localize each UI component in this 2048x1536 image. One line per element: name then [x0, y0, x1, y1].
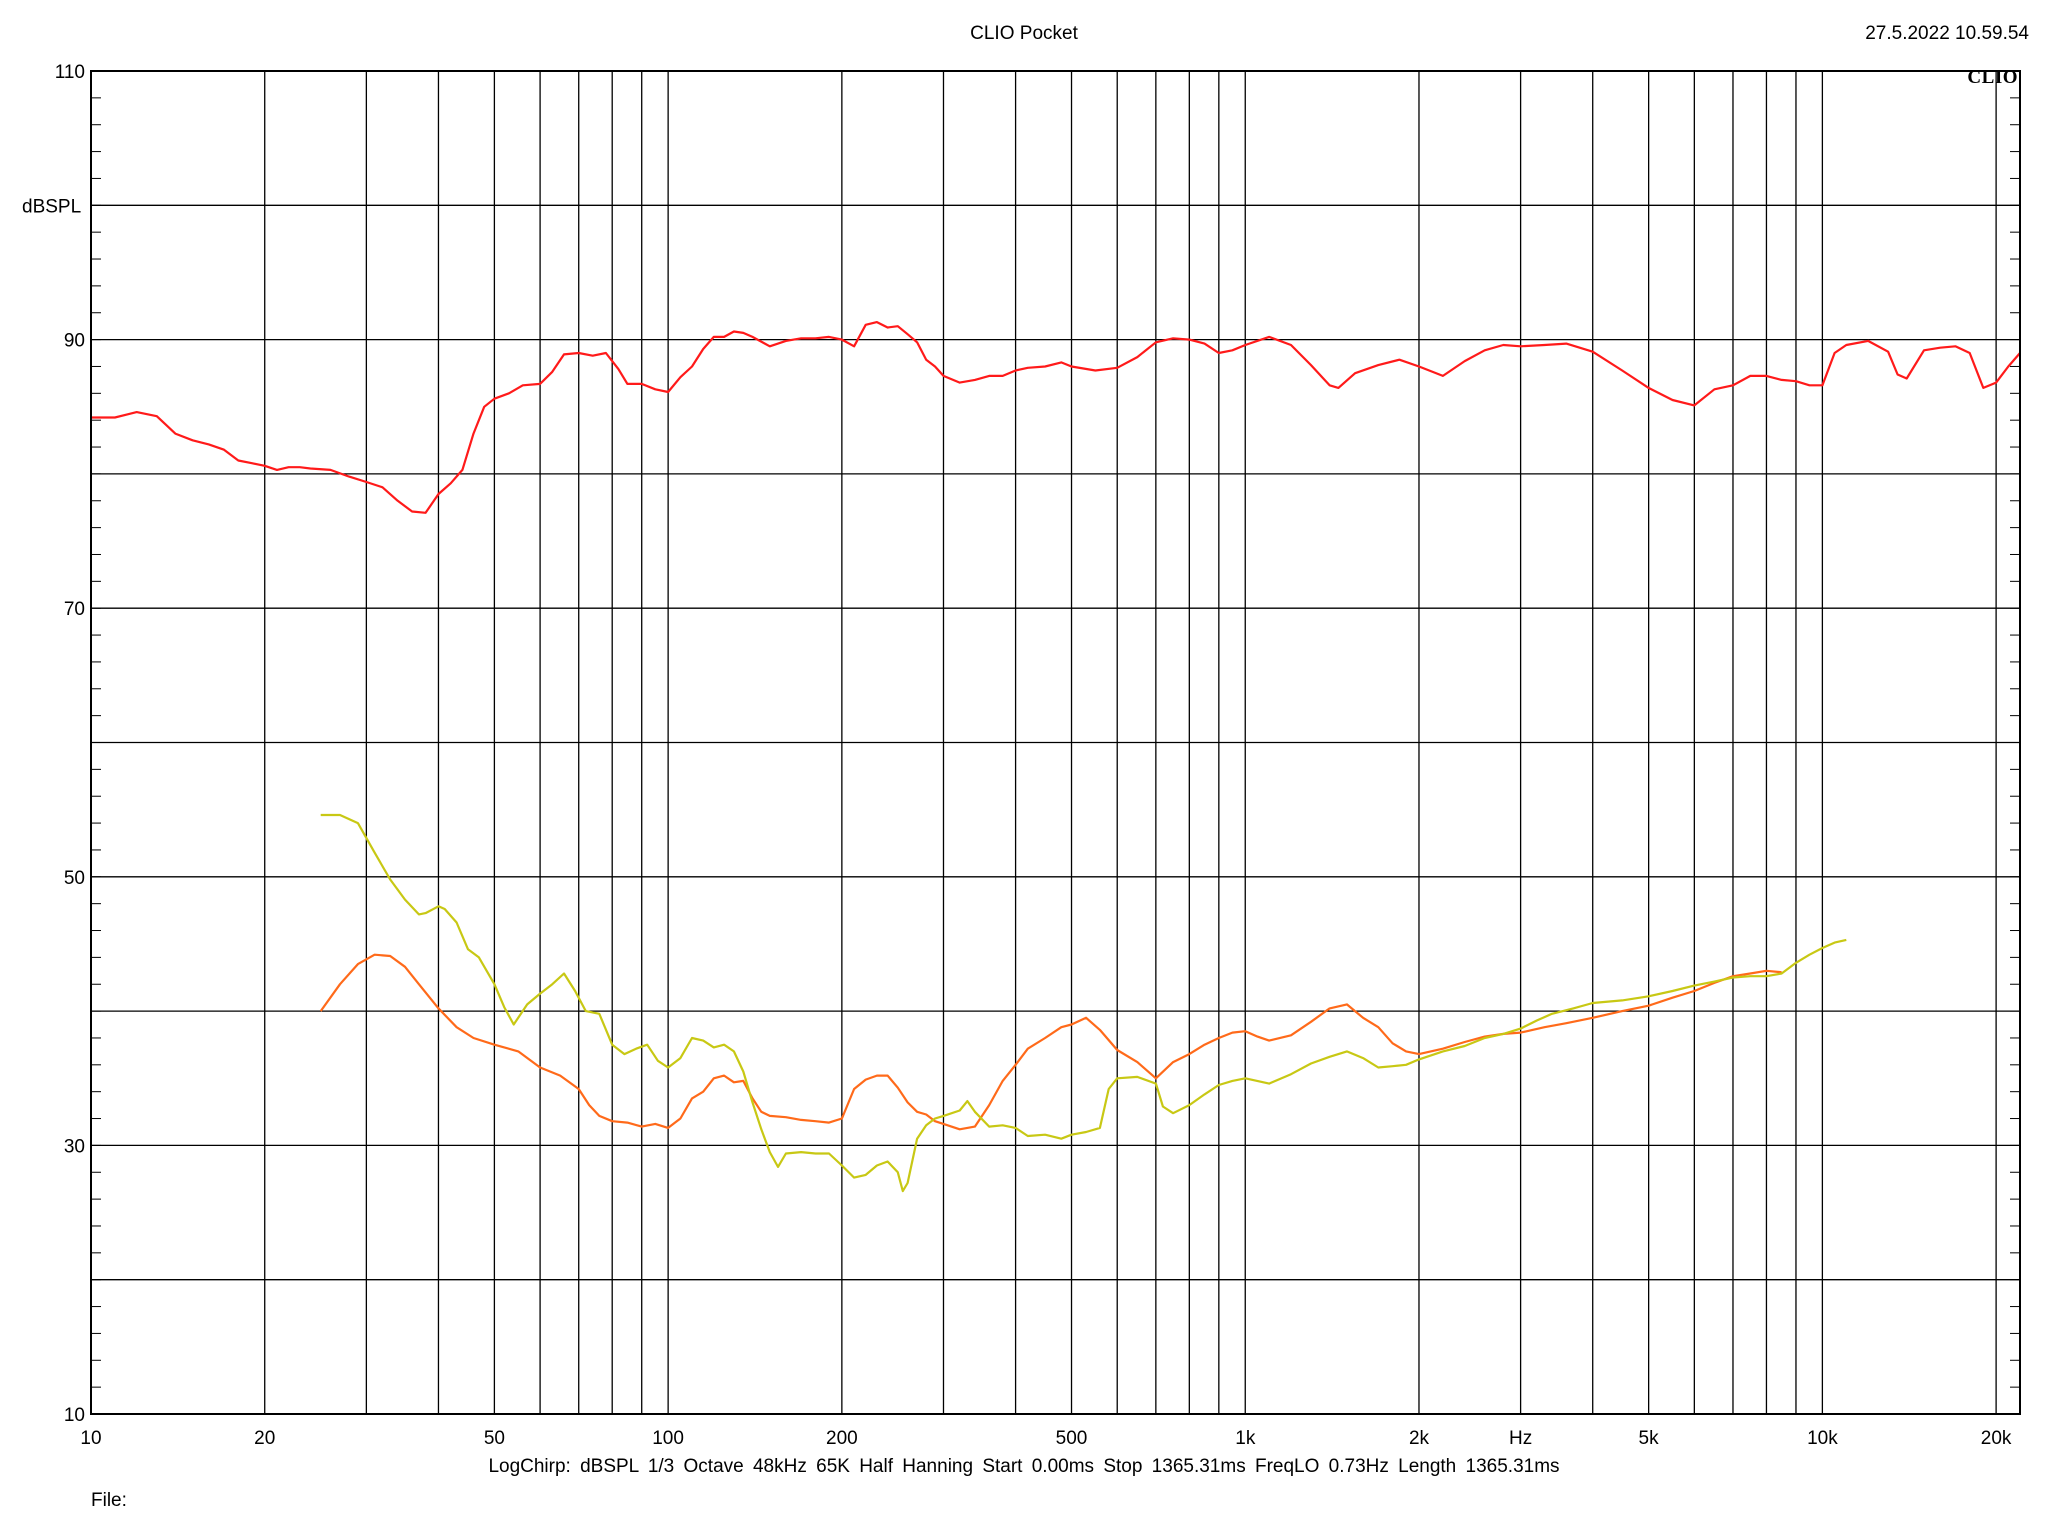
plot-curves: [91, 321, 2021, 1193]
series-line-1: [91, 321, 2021, 514]
x-tick-label: 20k: [1981, 1428, 2012, 1449]
timestamp: 27.5.2022 10.59.54: [1865, 23, 2029, 44]
plot-frame: [90, 70, 2021, 1415]
y-tick-label: 90: [64, 331, 85, 352]
y-tick-label: 50: [64, 868, 85, 889]
x-tick-label: 2k: [1409, 1428, 1430, 1449]
y-tick-label: 70: [64, 599, 85, 620]
x-tick-label: 500: [1056, 1428, 1088, 1449]
clio-logo: CLIO: [1967, 67, 2018, 88]
y-axis-label: dBSPL: [22, 196, 81, 217]
y-tick-label: 30: [64, 1136, 85, 1157]
measurement-parameters: LogChirp: dBSPL 1/3 Octave 48kHz 65K Hal…: [488, 1456, 1560, 1477]
x-tick-label: 5k: [1639, 1428, 1660, 1449]
x-axis-label: Hz: [1509, 1428, 1532, 1449]
x-tick-label: 50: [484, 1428, 505, 1449]
y-tick-label: 110: [55, 62, 85, 83]
y-tick-label: 10: [64, 1405, 85, 1426]
series-line-2: [319, 953, 1782, 1131]
x-tick-label: 1k: [1235, 1428, 1256, 1449]
plot-grid: [91, 70, 2020, 1415]
chart-title: CLIO Pocket: [970, 23, 1078, 44]
x-tick-label: 100: [652, 1428, 684, 1449]
axis-labels: 10 20 50 100 200 500 1k 2k 5k 10k 20k 110 90 70 50 30 10…: [22, 62, 2012, 1449]
series-line-3: [320, 813, 1847, 1193]
x-tick-label: 200: [826, 1428, 858, 1449]
x-tick-label: 10k: [1807, 1428, 1838, 1449]
x-tick-label: 10: [80, 1428, 101, 1449]
x-tick-label: 20: [254, 1428, 275, 1449]
file-label: File:: [91, 1490, 127, 1511]
